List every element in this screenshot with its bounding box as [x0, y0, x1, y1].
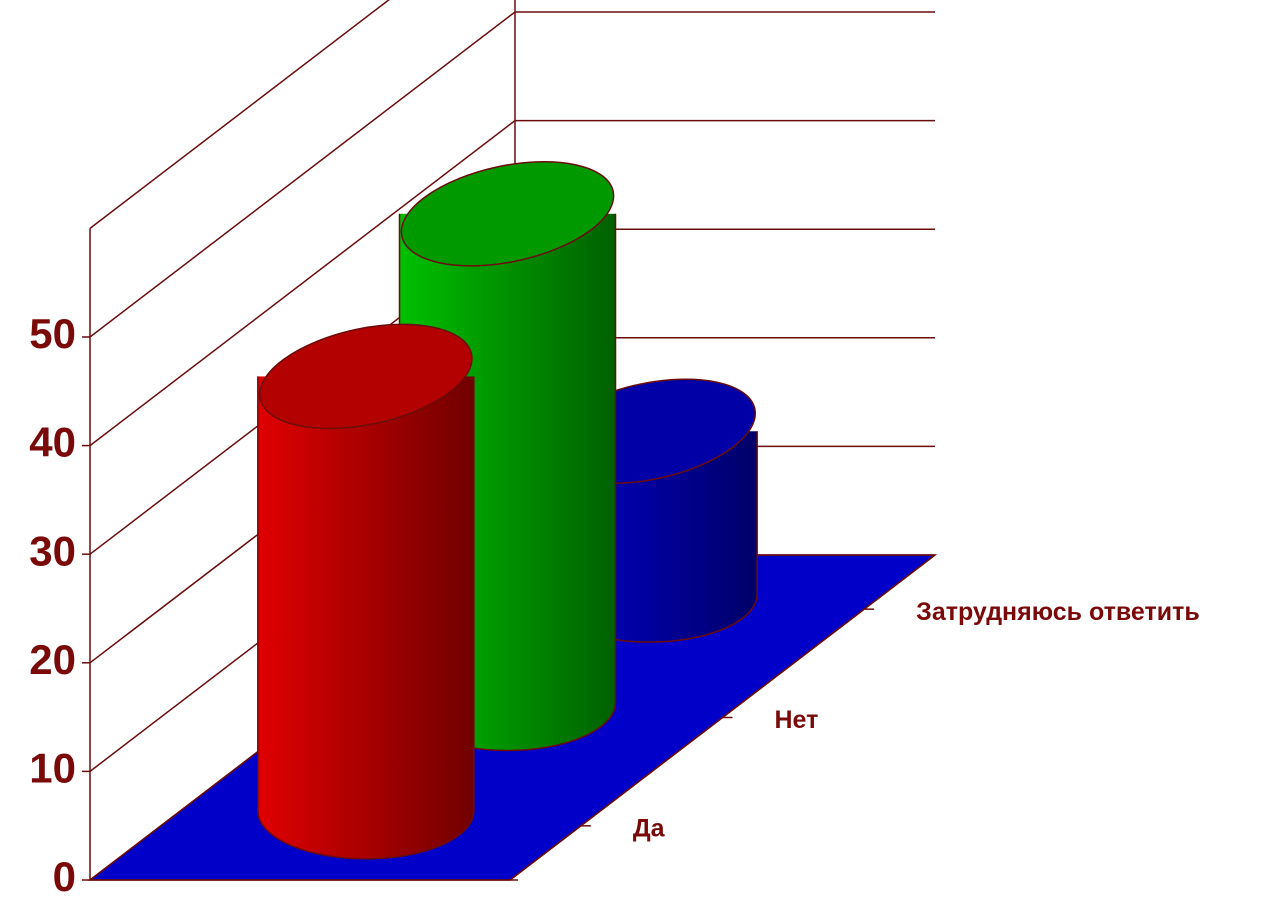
x-tick-label: Затрудняюсь ответить — [916, 598, 1200, 626]
chart: 0 10 20 30 40 50 Да Нет Затрудняюсь ответить — [0, 0, 1286, 899]
y-tick-label: 10 — [29, 744, 76, 791]
y-tick-label: 0 — [53, 853, 76, 899]
y-tick-label: 20 — [29, 636, 76, 683]
bar — [258, 376, 474, 810]
y-tick-label: 40 — [29, 419, 76, 466]
x-tick-label: Нет — [775, 706, 819, 734]
y-tick-label: 50 — [29, 310, 76, 357]
x-tick-label: Да — [633, 814, 666, 842]
y-tick-label: 30 — [29, 527, 76, 574]
